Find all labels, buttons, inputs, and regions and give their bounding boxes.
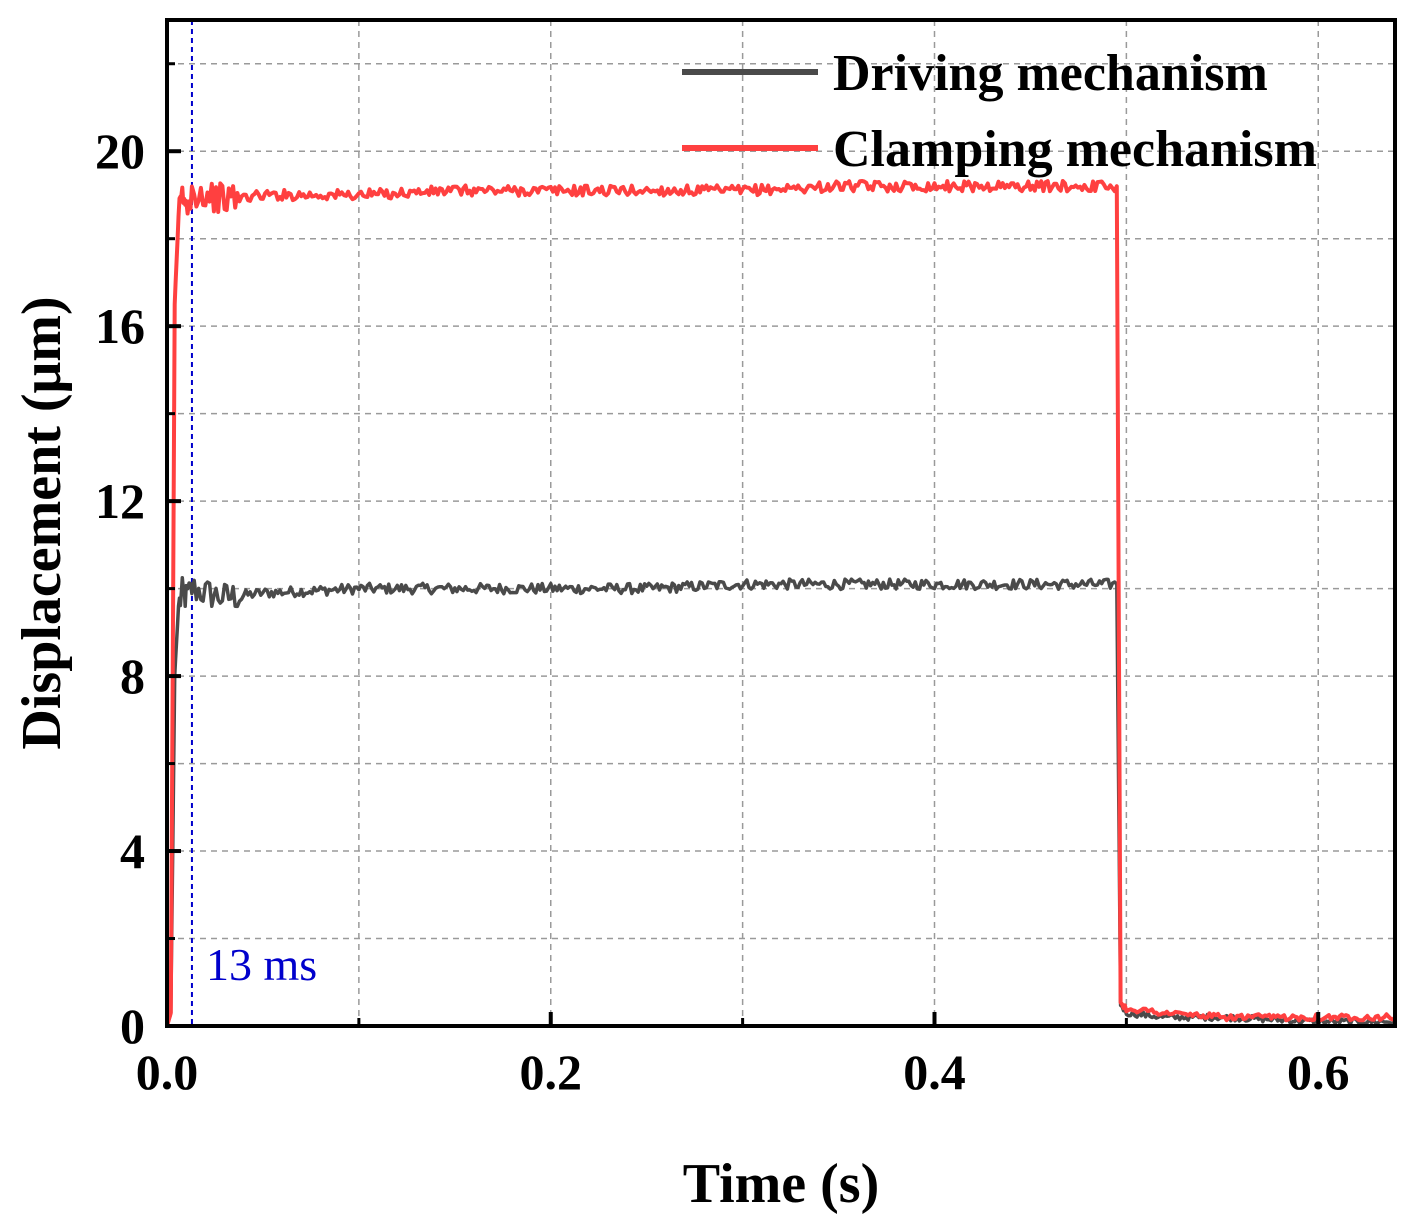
y-tick-label: 8 <box>120 648 145 704</box>
legend: Driving mechanism Clamping mechanism <box>682 45 1317 178</box>
x-tick-label: 0.2 <box>520 1044 583 1100</box>
x-tick-label: 0.0 <box>136 1044 199 1100</box>
y-axis-title: Displacement (μm) <box>11 296 73 749</box>
x-axis-title: Time (s) <box>683 1153 880 1215</box>
x-tick-label: 0.4 <box>903 1044 966 1100</box>
y-tick-label: 16 <box>95 298 145 354</box>
x-tick-label: 0.6 <box>1287 1044 1350 1100</box>
annotation-labels: 13 ms <box>206 939 317 990</box>
axis-ticks <box>165 62 1321 1028</box>
y-tick-label: 20 <box>95 123 145 179</box>
axis-tick-labels: 0.0 0.2 0.4 0.6 0 4 8 12 16 20 <box>95 123 1350 1100</box>
legend-label: Clamping mechanism <box>833 121 1317 178</box>
data-series <box>165 179 1397 1027</box>
annotation-label: 13 ms <box>206 939 317 990</box>
series-line-driving-mechanism <box>165 576 1397 1027</box>
y-tick-label: 4 <box>120 823 145 879</box>
legend-label: Driving mechanism <box>833 45 1268 102</box>
y-tick-label: 0 <box>120 998 145 1054</box>
y-tick-label: 12 <box>95 473 145 529</box>
series-line-clamping-mechanism <box>165 179 1397 1027</box>
plot-frame <box>165 18 1397 1028</box>
